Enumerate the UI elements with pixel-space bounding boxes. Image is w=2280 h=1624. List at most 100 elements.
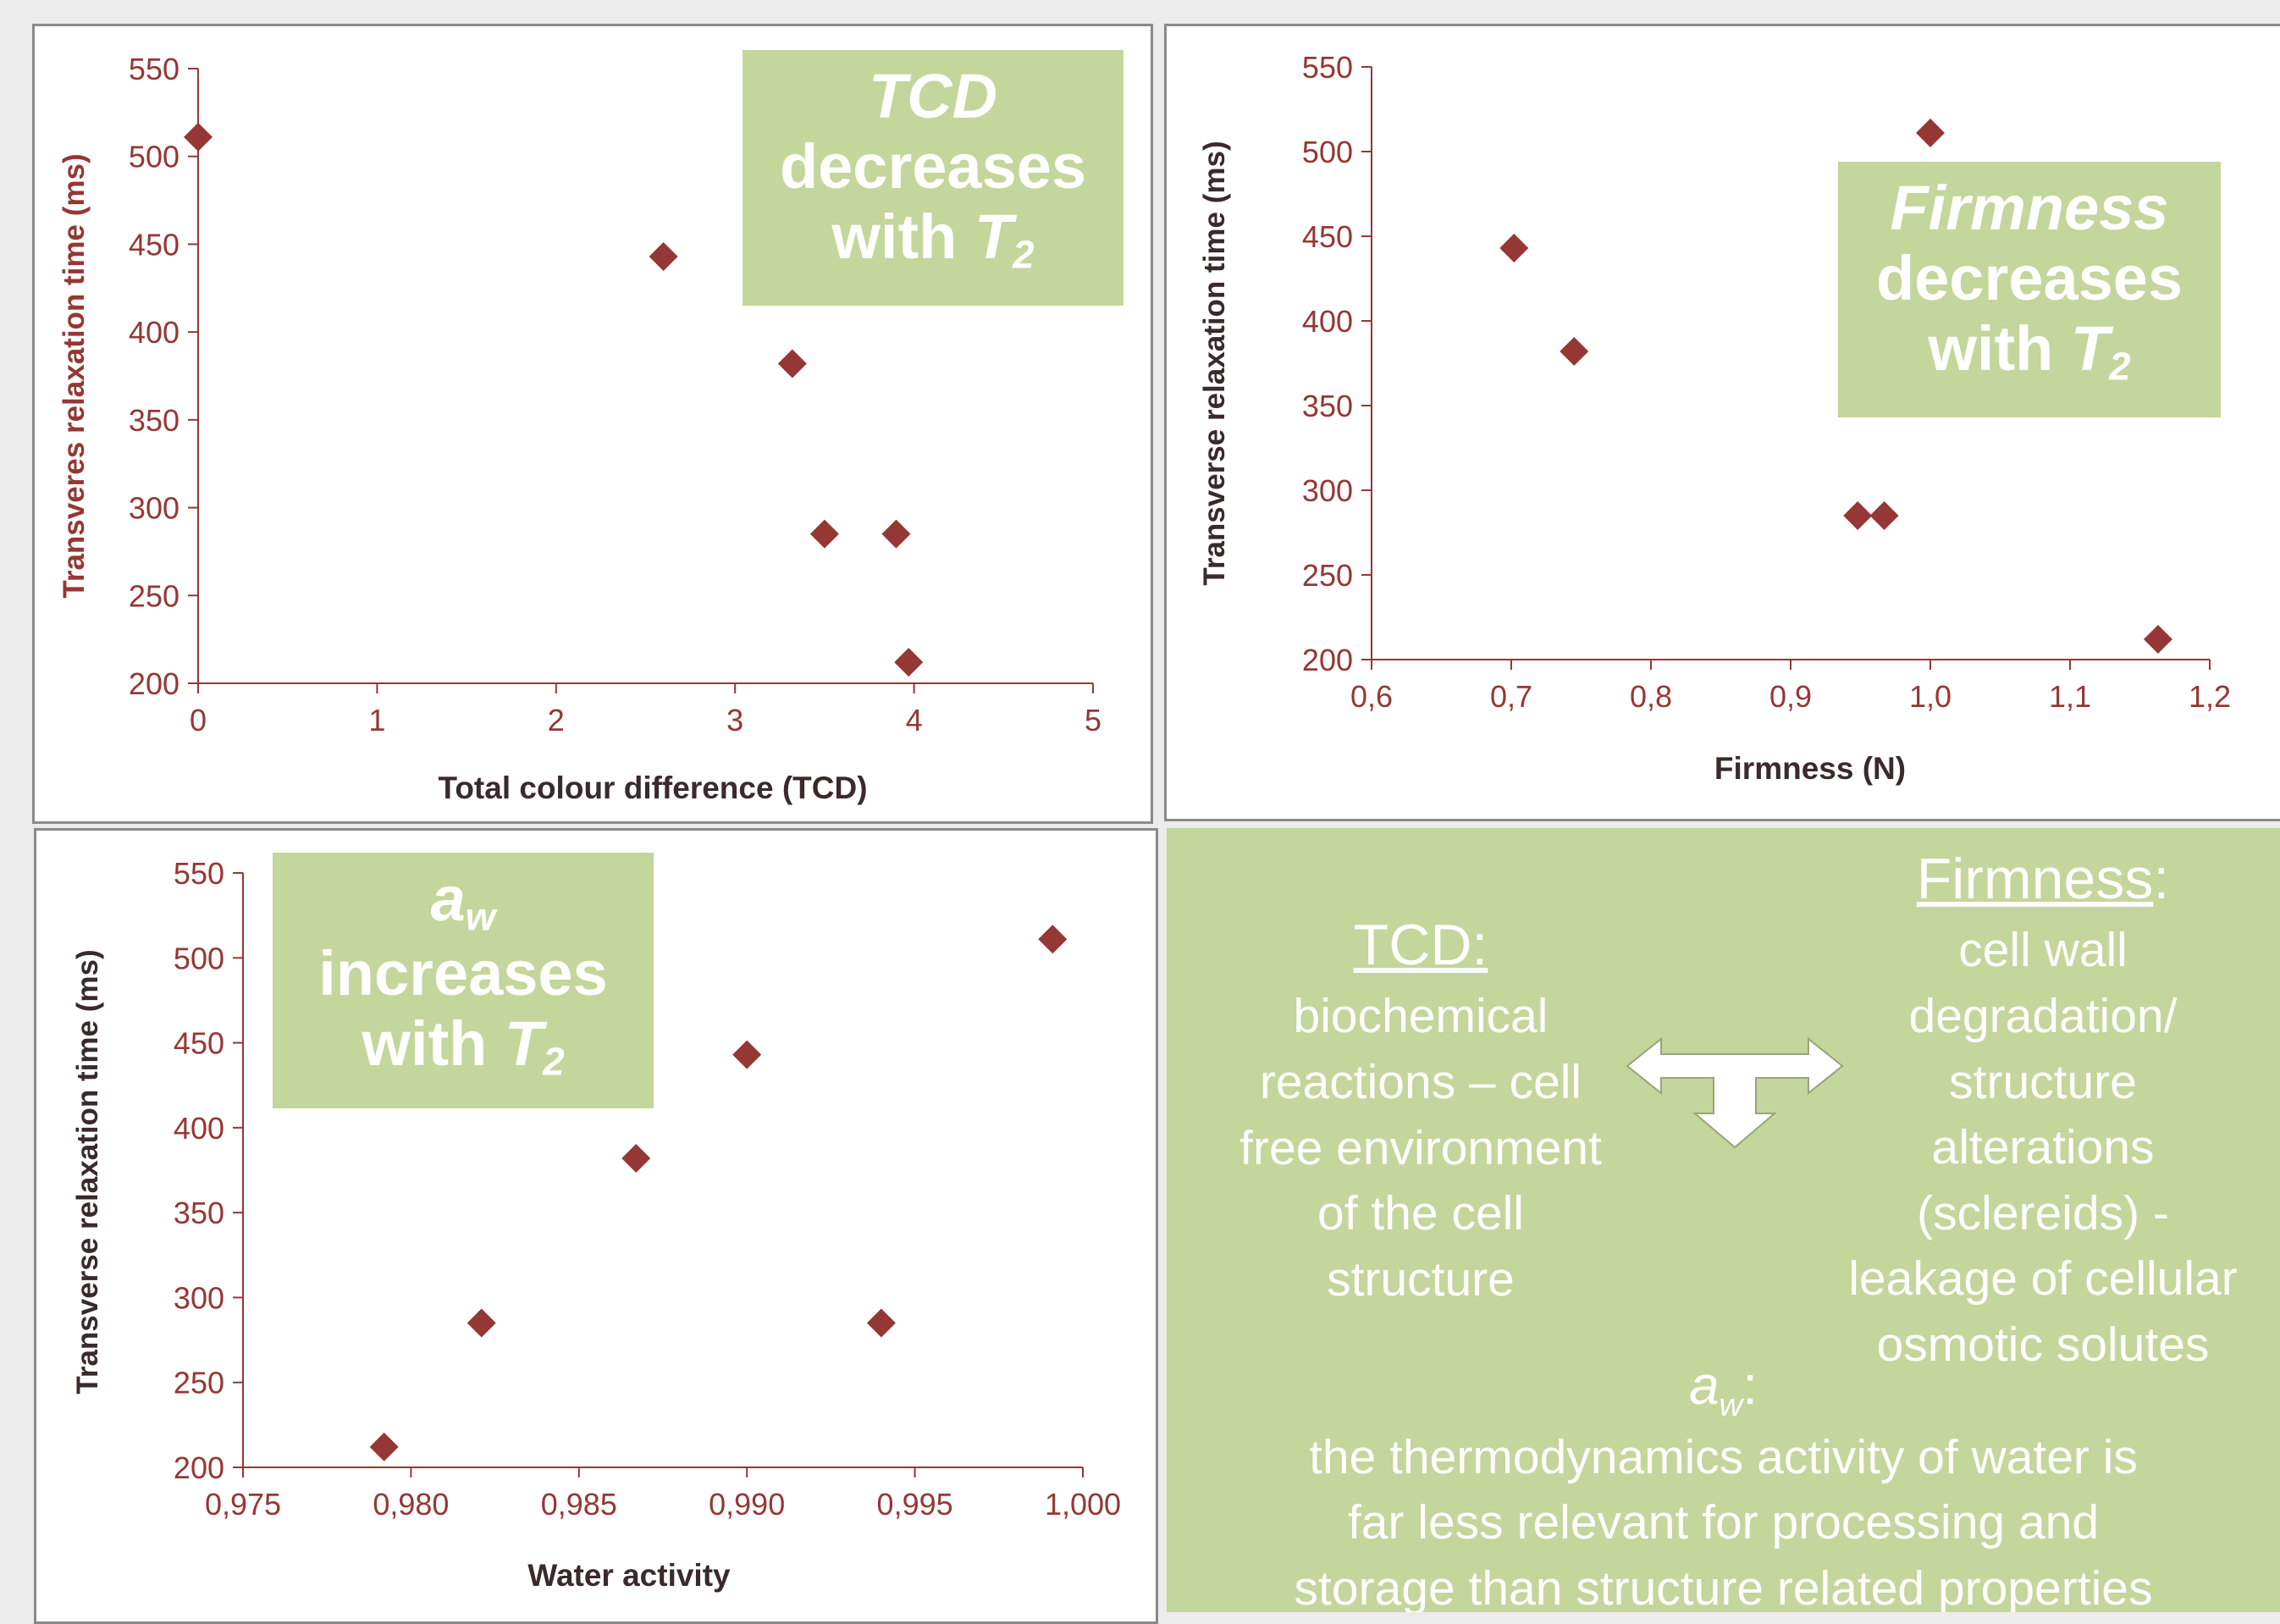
y-tick-label: 400: [129, 315, 179, 350]
firmness-notes-line: alterations: [1931, 1120, 2155, 1175]
callout-line2: decreases: [779, 130, 1087, 202]
data-point-marker: [2143, 625, 2172, 654]
y-tick-label: 350: [1302, 389, 1353, 423]
data-point-marker: [1499, 234, 1529, 262]
callout-symbol: T: [2070, 312, 2110, 384]
tcd-notes-line: free environment: [1239, 1120, 1602, 1175]
y-axis-label: Transverse relaxation time (ms): [1198, 141, 1231, 585]
x-tick-label: 1,1: [2049, 679, 2091, 714]
firmness-notes-line: osmotic solutes: [1876, 1317, 2210, 1372]
tcd-notes-line: biochemical: [1293, 989, 1549, 1044]
callout-sub: 2: [543, 1039, 565, 1084]
y-tick-label: 200: [129, 666, 179, 701]
y-tick-label: 200: [1302, 643, 1353, 677]
x-tick-label: 5: [1085, 703, 1101, 737]
data-point-marker: [184, 122, 213, 152]
y-tick-label: 450: [174, 1026, 224, 1061]
tcd-scatter-plot: 200 250 300 350 400 450 500 550 0 1 2 3 4 5 Total colo…: [58, 52, 1101, 805]
x-tick-label: 0,7: [1490, 679, 1532, 714]
firmness-notes-line: cell wall: [1958, 923, 2128, 978]
y-tick-label: 350: [129, 403, 179, 438]
firmness-notes-line: leakage of cellular: [1848, 1251, 2238, 1306]
aw-notes-title: a: [1688, 1355, 1720, 1416]
x-tick-label: 3: [726, 703, 743, 737]
y-tick-label: 400: [1302, 304, 1353, 339]
x-tick-label: 0,980: [373, 1487, 449, 1522]
data-point-marker: [466, 1308, 496, 1338]
callout-line3: with: [1928, 312, 2071, 384]
data-point-marker: [621, 1143, 651, 1173]
callout-line1: a: [430, 864, 466, 934]
y-tick-label: 450: [1302, 219, 1353, 254]
data-point-marker: [1843, 501, 1873, 530]
tcd-notes-line: of the cell: [1317, 1186, 1524, 1241]
y-tick-label: 550: [129, 52, 179, 86]
y-tick-label: 350: [174, 1196, 224, 1230]
firmness-scatter-plot: 200 250 300 350 400 450 500 550 0,6 0,7 0,8 0,9 1,0 1…: [1198, 50, 2231, 786]
data-point-marker: [732, 1040, 762, 1069]
y-tick-label: 200: [174, 1450, 224, 1485]
aw-notes-line: the thermodynamics activity of water is: [1309, 1429, 2138, 1484]
data-point-marker: [1869, 501, 1899, 530]
aw-notes-sub: w: [1719, 1386, 1743, 1423]
y-tick-label: 300: [129, 491, 179, 526]
y-tick-label: 550: [1302, 50, 1353, 85]
data-point-marker: [369, 1432, 399, 1461]
callout-sub: 2: [2109, 344, 2131, 389]
tcd-notes-line: reactions – cell: [1259, 1054, 1582, 1109]
x-tick-label: 0,8: [1630, 679, 1672, 714]
tcd-notes-title: TCD:: [1353, 913, 1488, 977]
y-axis-label: Transverse relaxation time (ms): [71, 949, 104, 1394]
x-tick-label: 1,0: [1909, 679, 1952, 714]
data-point-marker: [809, 519, 839, 549]
y-tick-label: 500: [129, 140, 179, 174]
callout-sub: 2: [1013, 232, 1035, 277]
chart-panel-tcd: 200 250 300 350 400 450 500 550 0 1 2 3 4 5 Total colo…: [32, 24, 1153, 824]
callout-line1: TCD: [868, 61, 998, 131]
x-tick-label: 0,975: [205, 1487, 281, 1522]
notes-panel: TCD: biochemical reactions – cell free e…: [1167, 828, 2280, 1612]
chart-panel-firmness: 200 250 300 350 400 450 500 550 0,6 0,7 0,8 0,9 1,0 1…: [1164, 24, 2280, 821]
firmness-notes-line: degradation/: [1908, 988, 2178, 1043]
data-point-marker: [866, 1308, 896, 1338]
callout-line1-sub: w: [465, 894, 496, 939]
y-tick-label: 250: [174, 1366, 224, 1400]
data-point-marker: [881, 519, 911, 549]
callout-symbol: T: [974, 201, 1013, 272]
x-axis-label: Total colour difference (TCD): [438, 771, 867, 805]
x-tick-label: 0,995: [877, 1487, 953, 1522]
x-tick-label: 1: [368, 703, 385, 737]
data-point-marker: [1560, 337, 1589, 366]
callout-line3: with: [831, 201, 974, 272]
y-axis-label: Transveres relaxation time (ms): [58, 153, 91, 598]
tcd-notes-line: structure: [1327, 1251, 1515, 1306]
callout-line3: with: [362, 1008, 505, 1079]
y-tick-label: 550: [174, 856, 224, 891]
callout-line2: decreases: [1875, 242, 2183, 313]
aw-notes-line: far less relevant for processing and: [1347, 1495, 2100, 1550]
data-point-marker: [777, 349, 807, 378]
tcd-callout: TCD decreases with T2: [743, 50, 1123, 306]
aw-notes-line: storage than structure related propertie…: [1294, 1560, 2153, 1612]
data-point-marker: [894, 648, 924, 677]
chart-panel-water-activity: 200 250 300 350 400 450 500 550 0,975 0,980 0,985 0…: [34, 828, 1158, 1624]
aw-notes-colon: :: [1742, 1355, 1758, 1416]
y-tick-label: 500: [174, 941, 224, 975]
y-tick-label: 500: [1302, 135, 1353, 169]
firmness-notes-line: structure: [1949, 1054, 2137, 1109]
y-tick-label: 300: [174, 1280, 224, 1315]
data-point-marker: [1916, 119, 1945, 147]
x-tick-label: 0,9: [1769, 679, 1812, 714]
x-tick-label: 0: [190, 703, 207, 737]
firmness-notes-title: Firmness: [1916, 847, 2154, 911]
aw-callout: aw increases with T2: [273, 853, 654, 1108]
x-tick-label: 1,2: [2189, 679, 2231, 714]
y-tick-label: 450: [129, 227, 179, 262]
data-point-marker: [1038, 925, 1068, 954]
callout-line1: Firmness: [1890, 173, 2169, 243]
x-tick-label: 0,990: [709, 1487, 785, 1522]
callout-line2: increases: [318, 937, 608, 1008]
water-activity-scatter-plot: 200 250 300 350 400 450 500 550 0,975 0,980 0,985 0…: [71, 856, 1121, 1593]
firmness-notes-colon: :: [2153, 847, 2170, 911]
firmness-callout: Firmness decreases with T2: [1838, 162, 2221, 417]
